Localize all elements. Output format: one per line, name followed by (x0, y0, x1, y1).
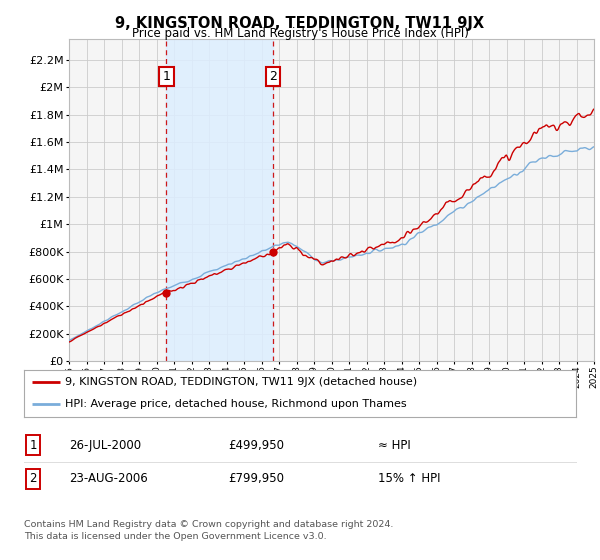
Text: 9, KINGSTON ROAD, TEDDINGTON, TW11 9JX: 9, KINGSTON ROAD, TEDDINGTON, TW11 9JX (115, 16, 485, 31)
Text: 26-JUL-2000: 26-JUL-2000 (69, 438, 141, 452)
Text: Price paid vs. HM Land Registry's House Price Index (HPI): Price paid vs. HM Land Registry's House … (131, 27, 469, 40)
Text: 9, KINGSTON ROAD, TEDDINGTON, TW11 9JX (detached house): 9, KINGSTON ROAD, TEDDINGTON, TW11 9JX (… (65, 377, 418, 388)
Bar (166, 39, 273, 361)
Text: ≈ HPI: ≈ HPI (378, 438, 411, 452)
Text: 1: 1 (29, 438, 37, 452)
Text: Contains HM Land Registry data © Crown copyright and database right 2024.: Contains HM Land Registry data © Crown c… (24, 520, 394, 529)
Text: £499,950: £499,950 (228, 438, 284, 452)
Text: 2: 2 (29, 472, 37, 486)
Text: This data is licensed under the Open Government Licence v3.0.: This data is licensed under the Open Gov… (24, 532, 326, 541)
Text: £799,950: £799,950 (228, 472, 284, 486)
Text: 15% ↑ HPI: 15% ↑ HPI (378, 472, 440, 486)
Text: 1: 1 (163, 70, 170, 83)
Text: 23-AUG-2006: 23-AUG-2006 (69, 472, 148, 486)
Text: 2: 2 (269, 70, 277, 83)
Text: HPI: Average price, detached house, Richmond upon Thames: HPI: Average price, detached house, Rich… (65, 399, 407, 409)
